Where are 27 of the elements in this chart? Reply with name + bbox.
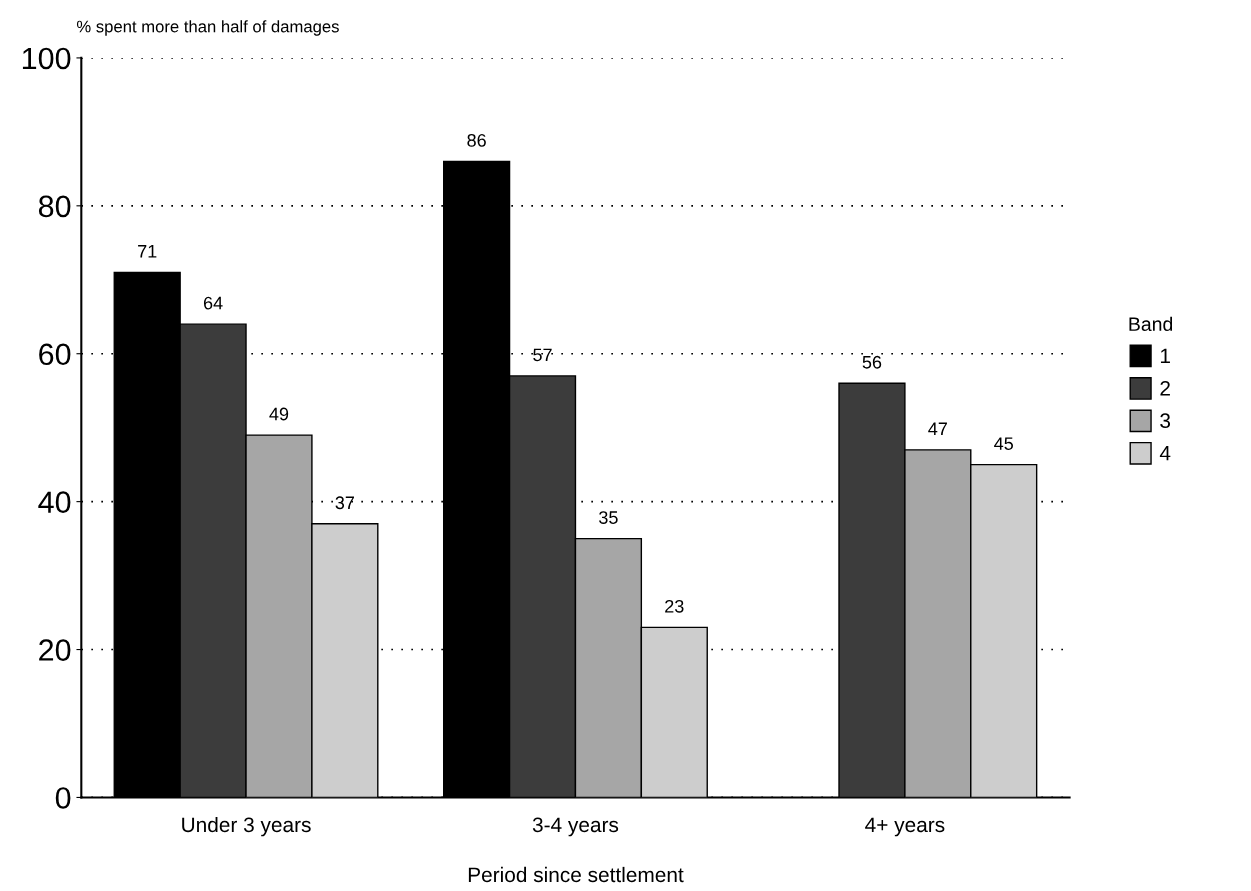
data-label: 86 [467, 133, 486, 147]
y-tick-label: 80 [38, 195, 71, 218]
data-label: 49 [269, 407, 289, 421]
x-axis-title: Period since settlement [468, 866, 684, 883]
y-tick-label: 20 [39, 639, 71, 661]
x-tick-label: Under 3 years [182, 816, 311, 837]
legend-label: 3 [1160, 413, 1171, 429]
legend-label: 4 [1159, 446, 1171, 461]
data-label: 56 [862, 355, 882, 369]
data-label: 35 [599, 511, 618, 524]
y-tick-label: 0 [55, 787, 71, 809]
data-label: 71 [138, 245, 157, 258]
y-tick-label: 40 [38, 491, 71, 514]
data-label: 57 [533, 348, 552, 362]
legend-label: 1 [1160, 348, 1170, 363]
data-label: 64 [203, 296, 223, 310]
y-tick-label: 60 [39, 343, 71, 366]
x-tick-label: 3-4 years [532, 817, 619, 837]
data-label: 37 [335, 496, 354, 510]
data-label: 47 [928, 422, 947, 436]
x-tick-label: 4+ years [865, 817, 945, 837]
data-label: 45 [994, 437, 1013, 450]
data-label: 23 [665, 599, 684, 613]
y-axis-title: % spent more than half of damages [76, 20, 339, 36]
legend-title: Band [1129, 316, 1173, 332]
y-tick-label: 100 [22, 47, 71, 70]
legend-label: 2 [1160, 380, 1170, 396]
